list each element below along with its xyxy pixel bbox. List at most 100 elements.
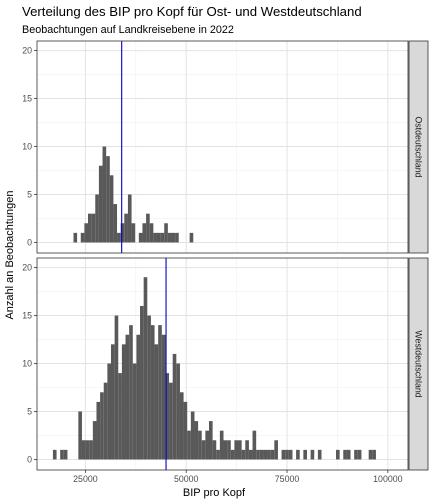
histogram-bar — [201, 440, 206, 460]
histogram-bar — [154, 344, 159, 460]
histogram-bar — [270, 449, 275, 460]
y-tick-label: 15 — [22, 311, 32, 321]
histogram-bar — [368, 449, 373, 460]
histogram-bar — [252, 430, 257, 460]
facet-strip — [408, 257, 429, 471]
histogram-bar — [95, 194, 99, 243]
histogram-bar — [92, 421, 97, 460]
y-tick-label: 5 — [27, 189, 32, 199]
histogram-bar — [169, 382, 173, 460]
y-tick-label: 20 — [22, 263, 32, 273]
histogram-bar — [194, 421, 199, 460]
histogram-bar — [153, 232, 157, 243]
histogram-bar — [357, 449, 362, 460]
histogram-bar — [113, 204, 118, 243]
histogram-bar — [230, 449, 235, 460]
histogram-bar — [89, 440, 93, 460]
histogram-bar — [256, 449, 260, 460]
histogram-bar — [372, 449, 376, 460]
x-tick-label: 100000 — [373, 474, 402, 484]
histogram-bar — [121, 344, 126, 460]
chart-subtitle: Beobachtungen auf Landkreisebene in 2022 — [22, 24, 234, 36]
y-axis-title: Anzahl an Beobachtungen — [4, 190, 16, 319]
histogram-bar — [110, 344, 115, 460]
histogram-bar — [96, 401, 101, 460]
histogram-bar — [354, 449, 358, 460]
histogram-bar — [63, 449, 68, 460]
y-tick-label: 10 — [22, 359, 32, 369]
histogram-bar — [100, 392, 104, 460]
y-tick-label: 0 — [27, 454, 32, 464]
histogram-bar — [183, 401, 188, 460]
histogram-bar — [241, 449, 246, 460]
histogram-bar — [120, 223, 125, 243]
histogram-bar — [109, 175, 114, 243]
histogram-bar — [219, 430, 224, 460]
histogram-bar — [179, 392, 184, 460]
histogram-bar — [175, 232, 179, 243]
histogram-bar — [160, 232, 165, 243]
histogram-bar — [143, 277, 148, 460]
histogram-bar — [274, 440, 278, 460]
y-tick-label: 15 — [22, 94, 32, 104]
facet-label: Westdeutschland — [414, 330, 424, 397]
histogram-bar — [176, 363, 180, 460]
chart-title: Verteilung des BIP pro Kopf für Ost- und… — [22, 4, 362, 19]
histogram-bar — [234, 440, 239, 460]
panel-0: 0 5 10 15 20 Ostdeutschland — [22, 40, 429, 254]
histogram-bar — [267, 449, 271, 460]
histogram-bar — [248, 449, 253, 460]
y-tick-label: 0 — [27, 237, 32, 247]
histogram-bar — [245, 440, 249, 460]
histogram-bar — [190, 411, 195, 460]
histogram-bar — [336, 449, 340, 460]
histogram-bar — [158, 325, 162, 460]
histogram-bar — [238, 440, 242, 460]
histogram-bar — [125, 334, 130, 460]
histogram-bar — [317, 449, 322, 460]
histogram-bar — [132, 363, 137, 460]
histogram-bar — [129, 325, 133, 460]
histogram-bar — [118, 373, 122, 460]
facet-label: Ostdeutschland — [414, 116, 424, 177]
histogram-bar — [147, 315, 151, 460]
histogram-bar — [288, 449, 293, 460]
facet-panels: 0 5 10 15 20 Ostdeutschland 0 5 10 15 20 Westdeutsc… — [22, 40, 429, 471]
histogram-bar — [106, 156, 110, 243]
histogram-bar — [212, 440, 217, 460]
histogram-bar — [171, 232, 176, 243]
histogram-bar — [103, 382, 108, 460]
histogram-bar — [285, 449, 289, 460]
histogram-bar — [310, 449, 315, 460]
histogram-bar — [80, 232, 85, 243]
histogram-bar — [114, 315, 119, 460]
panel-1: 0 5 10 15 20 Westdeutschland — [22, 257, 429, 471]
histogram-bar — [91, 213, 96, 243]
histogram-bar — [146, 213, 150, 243]
histogram-bar — [205, 430, 209, 460]
histogram-bar — [52, 449, 57, 460]
histogram-bar — [259, 449, 264, 460]
x-tick-label: 25000 — [73, 474, 98, 484]
histogram-bar — [149, 223, 154, 243]
facet-strip — [408, 40, 429, 254]
histogram-bar — [136, 334, 141, 460]
histogram-bar — [138, 232, 143, 243]
panel-border — [36, 257, 409, 471]
histogram-bar — [117, 232, 121, 243]
histogram-bar — [88, 213, 92, 243]
histogram-bar — [296, 449, 300, 460]
histogram-bar — [124, 213, 128, 243]
histogram-bar — [156, 232, 161, 243]
histogram-bar — [198, 430, 202, 460]
histogram-bar — [172, 353, 177, 460]
histogram-bar — [81, 440, 86, 460]
x-tick-label: 50000 — [174, 474, 199, 484]
histogram-bar — [131, 223, 136, 243]
y-tick-label: 10 — [22, 142, 32, 152]
histogram-bar — [208, 421, 213, 460]
histogram-bar — [189, 232, 194, 243]
histogram-bar — [164, 223, 168, 243]
histogram-bar — [84, 223, 89, 243]
